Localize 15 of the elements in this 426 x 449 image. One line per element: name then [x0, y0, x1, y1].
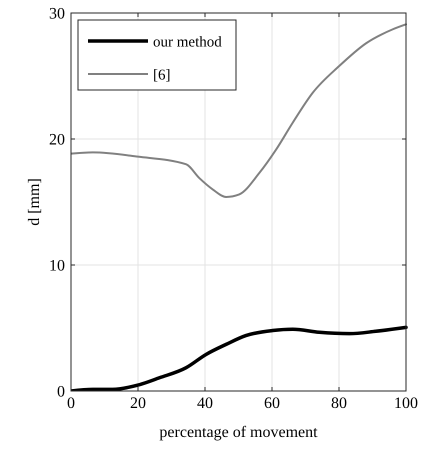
- x-axis-title: percentage of movement: [159, 424, 318, 441]
- legend-label: [6]: [153, 67, 170, 84]
- line-series: [71, 326, 408, 391]
- y-axis-title: d [mm]: [26, 178, 43, 226]
- x-tick-label: 40: [197, 395, 213, 412]
- line-series: [71, 23, 407, 198]
- y-tick-label: 0: [57, 384, 65, 401]
- y-tick-label: 10: [49, 258, 65, 275]
- x-tick-label: 80: [331, 395, 347, 412]
- y-tick-label: 20: [49, 132, 65, 149]
- x-tick-label: 100: [394, 395, 418, 412]
- y-tick-label: 30: [49, 6, 65, 23]
- x-tick-label: 60: [264, 395, 280, 412]
- x-tick-label: 20: [130, 395, 146, 412]
- legend-label: our method: [153, 34, 222, 50]
